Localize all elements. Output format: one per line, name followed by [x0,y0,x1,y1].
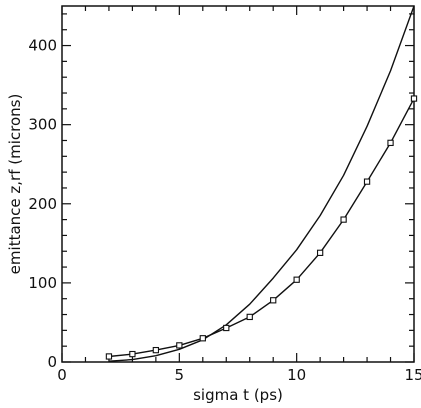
series-2-point [316,249,324,256]
y-tick-label: 400 [28,37,57,55]
series-2-line [108,98,415,358]
series-2-point [340,216,347,223]
series-2-point [129,350,136,358]
x-tick-label: 10 [287,366,306,384]
x-axis-label: sigma t (ps) [193,386,283,404]
y-tick-label: 0 [47,353,57,371]
series-2-point [363,178,371,185]
y-tick-label: 300 [28,116,57,134]
x-tick-label: 5 [175,366,185,384]
series-2-point [246,313,253,321]
y-tick-label: 100 [28,274,57,292]
series-2-point [293,276,300,283]
series-1 [108,5,415,362]
tick-labels: 0 5 10 15 0 100 200 300 400 [28,37,421,384]
x-tick-label: 0 [57,366,67,384]
tick-marks [61,6,415,363]
series-2-point [223,324,230,332]
y-axis-label: emittance z,rf (microns) [6,94,24,275]
series-2-point [105,353,113,360]
series-2-point [152,346,160,354]
series-2-point [387,139,394,147]
y-tick-label: 200 [28,195,57,213]
series-1-line [108,5,415,362]
series-2-point [199,335,206,342]
series-2-point [270,297,277,304]
x-tick-label: 15 [404,366,421,384]
plot-frame [61,5,415,363]
series-2-point [410,95,418,102]
series-2-point [176,342,183,349]
series-layer [105,5,418,362]
series-2 [105,95,418,360]
